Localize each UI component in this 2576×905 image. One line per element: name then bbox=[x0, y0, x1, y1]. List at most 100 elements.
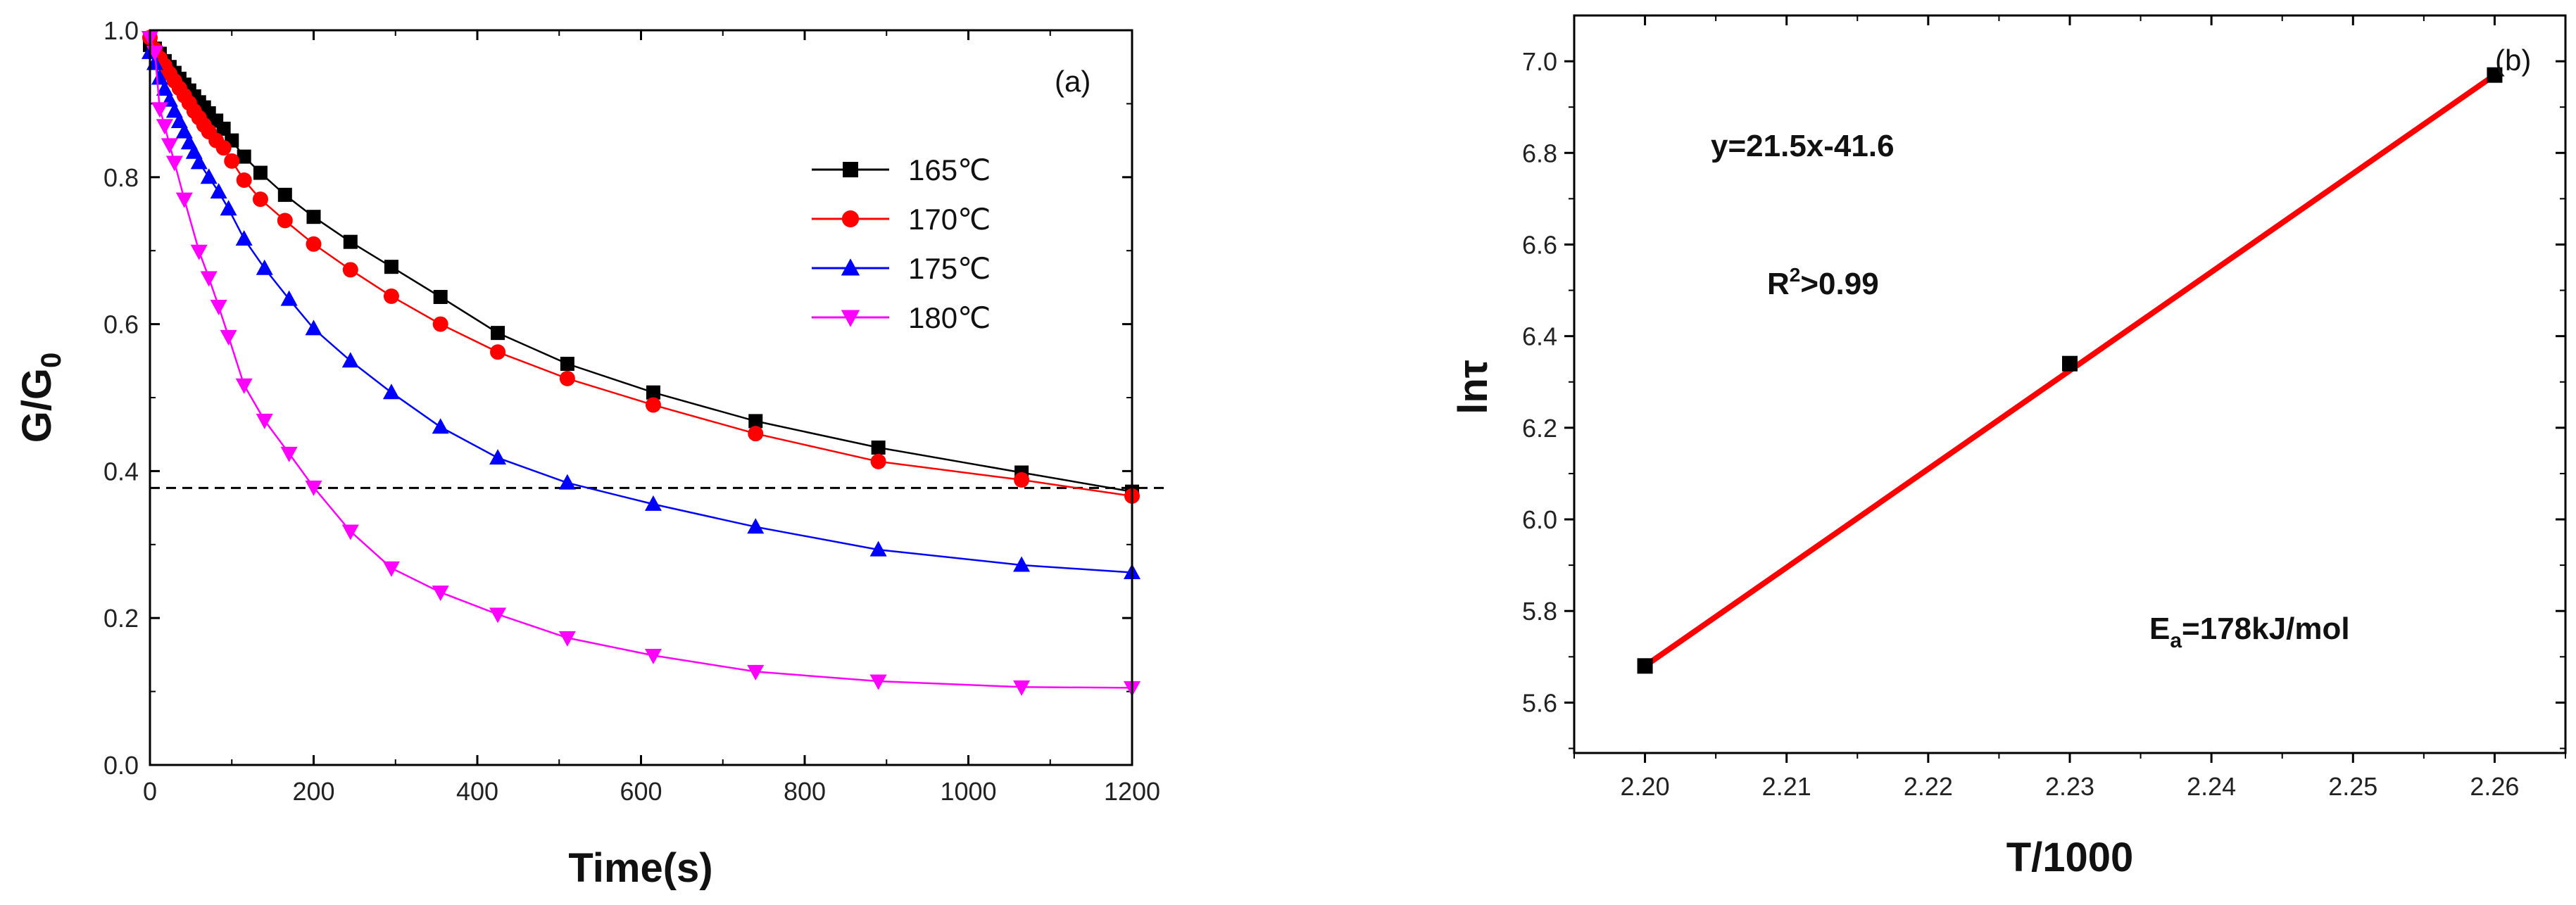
series-2-point bbox=[200, 168, 218, 184]
series-2-point bbox=[280, 290, 298, 306]
series-1-point bbox=[236, 172, 252, 188]
chart-a-y-tick-label: 0.0 bbox=[103, 751, 139, 780]
series-2-point bbox=[220, 200, 237, 216]
series-1-point bbox=[252, 191, 268, 208]
chart-a-x-tick-label: 400 bbox=[456, 777, 498, 806]
series-3-point bbox=[151, 102, 168, 118]
series-2-point bbox=[489, 449, 507, 465]
series-0-point bbox=[216, 121, 231, 136]
series-3-point bbox=[156, 119, 173, 135]
series-2-point bbox=[256, 259, 273, 275]
chart-b-y-tick-label: 7.0 bbox=[1522, 47, 1557, 76]
series-3-point bbox=[305, 480, 322, 496]
series-3-point bbox=[869, 674, 887, 690]
data-point bbox=[2062, 355, 2078, 372]
r-squared-suffix: >0.99 bbox=[1800, 267, 1878, 301]
series-2-point bbox=[235, 229, 253, 246]
chart-a-y-axis-label: G/G0 bbox=[14, 353, 67, 443]
series-1-point bbox=[306, 236, 322, 252]
series-3-point bbox=[747, 664, 765, 681]
series-3-point bbox=[1013, 680, 1031, 696]
series-3-point bbox=[175, 192, 193, 208]
series-1-point bbox=[224, 153, 240, 169]
series-1-point bbox=[1014, 472, 1030, 488]
chart-b-panel-label: (b) bbox=[2495, 44, 2531, 77]
series-2-point bbox=[156, 80, 173, 96]
chart-b-plot-frame bbox=[1573, 14, 2567, 754]
legend-label-0: 165℃ bbox=[908, 153, 991, 186]
series-0-point bbox=[343, 234, 358, 249]
series-2-point bbox=[869, 540, 887, 557]
series-1-point bbox=[277, 213, 293, 229]
series-2-point bbox=[210, 183, 227, 199]
chart-b-y-tick-label: 6.8 bbox=[1522, 139, 1557, 167]
chart-a-x-tick-label: 200 bbox=[292, 777, 334, 806]
chart-b: 2.20 2.21 2.22 2.23 2.24 2.25 2.26 5.6 5.8 6.0 6.2… bbox=[1450, 14, 2567, 880]
chart-b-x-tick-label: 2.25 bbox=[2328, 772, 2377, 801]
series-3-point bbox=[200, 271, 218, 287]
chart-a-y-tick-label: 0.4 bbox=[103, 457, 139, 486]
chart-b-x-tick-label: 2.23 bbox=[2045, 772, 2094, 801]
activation-energy-suffix: =178kJ/mol bbox=[2182, 612, 2350, 646]
series-3-point bbox=[165, 156, 183, 172]
series-1-point bbox=[559, 370, 575, 386]
series-2-point bbox=[1013, 556, 1031, 572]
chart-a-y-tick-label: 0.2 bbox=[103, 604, 139, 633]
chart-a-x-tick-label: 0 bbox=[143, 777, 157, 806]
activation-energy-prefix: E bbox=[2149, 612, 2170, 646]
series-0-point bbox=[253, 165, 268, 180]
series-1-point bbox=[748, 426, 764, 442]
chart-b-y-tick-label: 6.0 bbox=[1522, 505, 1557, 534]
series-2-point bbox=[382, 384, 400, 400]
series-3-point bbox=[644, 648, 662, 664]
r-squared-annotation: R2>0.99 bbox=[1767, 264, 1879, 301]
chart-a-legend: 165℃ 170℃ 175℃ 180℃ bbox=[812, 153, 991, 334]
series-1-point bbox=[383, 288, 399, 304]
chart-a-y-tick-label: 0.8 bbox=[103, 163, 139, 192]
chart-a-y-axis-label-sub: 0 bbox=[36, 353, 67, 368]
series-2-group bbox=[142, 43, 1141, 579]
series-0-point bbox=[491, 326, 505, 341]
series-line-3 bbox=[149, 37, 1133, 689]
series-3-point bbox=[280, 446, 298, 462]
chart-a-x-axis-label: Time(s) bbox=[568, 845, 712, 891]
chart-b-x-tick-label: 2.24 bbox=[2187, 772, 2236, 801]
activation-energy-annotation: Ea=178kJ/mol bbox=[2149, 612, 2350, 652]
series-3-point bbox=[489, 607, 507, 624]
series-3-point bbox=[558, 631, 576, 647]
series-2-point bbox=[747, 518, 765, 534]
chart-b-x-axis-label: T/1000 bbox=[2006, 835, 2134, 880]
series-3-group bbox=[142, 30, 1141, 697]
series-3-point bbox=[382, 561, 400, 577]
chart-b-y-tick-label: 6.4 bbox=[1522, 322, 1557, 351]
chart-a: 0 200 400 600 800 1000 12000.00.20.40.60.81.0 … bbox=[14, 16, 1170, 891]
legend-marker-2 bbox=[841, 258, 860, 276]
series-2-point bbox=[558, 474, 576, 490]
series-1-point bbox=[432, 316, 448, 332]
series-0-point bbox=[384, 260, 398, 274]
series-0-point bbox=[433, 289, 448, 304]
chart-b-y-tick-label: 6.2 bbox=[1522, 414, 1557, 443]
r-squared-prefix: R bbox=[1767, 267, 1790, 301]
series-1-point bbox=[490, 344, 506, 360]
legend-label-3: 180℃ bbox=[908, 301, 991, 334]
chart-a-y-tick-label: 0.6 bbox=[103, 310, 139, 339]
series-3-point bbox=[256, 413, 273, 429]
chart-a-x-tick-label: 600 bbox=[620, 777, 662, 806]
series-3-point bbox=[161, 138, 178, 154]
series-3-point bbox=[235, 378, 253, 394]
series-3-point bbox=[432, 586, 449, 602]
chart-a-x-tick-label: 1200 bbox=[1104, 777, 1160, 806]
series-1-point bbox=[870, 453, 886, 469]
chart-b-x-tick-label: 2.20 bbox=[1621, 772, 1670, 801]
equation-annotation: y=21.5x-41.6 bbox=[1711, 129, 1895, 163]
chart-b-x-tick-label: 2.21 bbox=[1762, 772, 1811, 801]
chart-b-x-tick-label: 2.26 bbox=[2470, 772, 2519, 801]
series-2-point bbox=[190, 153, 208, 170]
series-1-point bbox=[342, 262, 358, 278]
series-2-point bbox=[644, 495, 662, 511]
chart-b-x-tick-label: 2.22 bbox=[1904, 772, 1953, 801]
series-2-point bbox=[432, 418, 449, 434]
activation-energy-subscript: a bbox=[2170, 629, 2182, 652]
series-0-point bbox=[871, 440, 886, 455]
